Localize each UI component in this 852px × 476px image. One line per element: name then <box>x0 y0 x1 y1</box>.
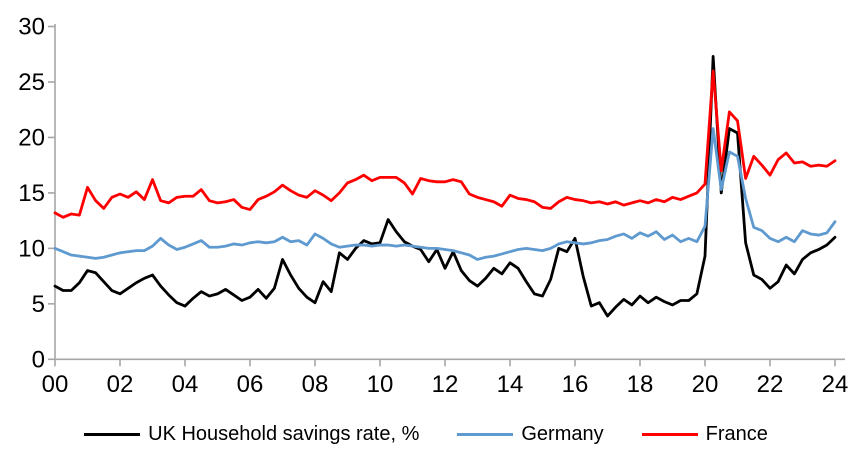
x-tick-label: 22 <box>757 371 784 398</box>
x-tick-label: 00 <box>42 371 69 398</box>
series-line-france <box>53 69 837 219</box>
uk-line-swatch <box>84 432 141 436</box>
france-line-swatch <box>641 432 698 436</box>
legend-label-uk: UK Household savings rate, % <box>148 423 420 445</box>
x-tick-label: 08 <box>302 371 329 398</box>
x-tick-label: 06 <box>237 371 264 398</box>
x-tick-label: 18 <box>627 371 654 398</box>
x-tick-label: 16 <box>562 371 589 398</box>
legend-item-germany: Germany <box>457 423 604 445</box>
legend: UK Household savings rate, % Germany Fra… <box>0 424 852 444</box>
germany-line-swatch <box>457 432 514 436</box>
x-tick-label: 20 <box>692 371 719 398</box>
legend-label-germany: Germany <box>521 423 604 445</box>
x-tick-label: 12 <box>432 371 459 398</box>
x-tick-label: 04 <box>172 371 199 398</box>
y-tick-label: 25 <box>18 69 45 96</box>
legend-label-france: France <box>705 423 768 445</box>
y-tick-label: 30 <box>18 14 45 41</box>
legend-item-uk: UK Household savings rate, % <box>84 424 419 444</box>
series-line-germany <box>53 127 837 261</box>
plot-area: 0 5 10 15 20 25 30 00 02 04 06 08 10 12 14 16 18 20 22 24 <box>18 14 849 398</box>
x-tick-label: 02 <box>107 371 134 398</box>
x-tick-label: 14 <box>497 371 524 398</box>
chart-svg: 0 5 10 15 20 25 30 00 02 04 06 08 10 12 14 16 18 20 22 24 <box>18 14 849 398</box>
y-tick-label: 0 <box>32 346 45 373</box>
y-tick-label: 10 <box>18 236 45 263</box>
legend-item-france: France <box>641 423 768 445</box>
y-tick-label: 20 <box>18 125 45 152</box>
x-tick-label: 24 <box>822 371 849 398</box>
series-line-uk <box>53 55 837 318</box>
x-tick-label: 10 <box>367 371 394 398</box>
y-tick-label: 5 <box>32 291 45 318</box>
y-tick-label: 15 <box>18 180 45 207</box>
